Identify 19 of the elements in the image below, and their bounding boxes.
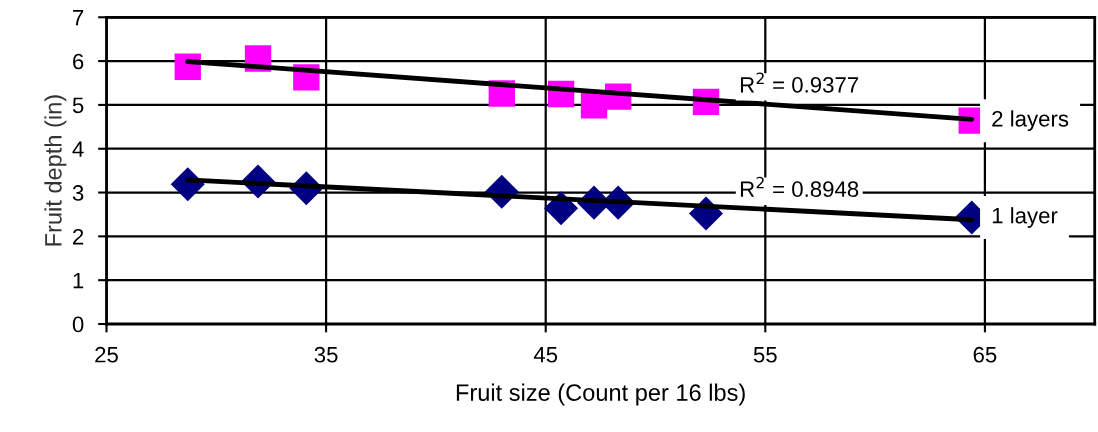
y-tick-label: 3	[72, 185, 84, 201]
x-tick-label: 65	[973, 346, 997, 363]
y-tick-label: 4	[72, 141, 84, 157]
y-tick-label: 2	[73, 228, 84, 245]
x-tick-label: 55	[753, 347, 777, 363]
y-tick-label: 1	[73, 272, 84, 289]
series-label: 2 layers	[992, 110, 1069, 132]
annotation: R$^{2}$ = 0.8948	[740, 176, 859, 198]
series-label: 1 layer	[992, 207, 1058, 228]
x-axis-title: Fruit size (Count per 16 lbs)	[456, 383, 745, 406]
x-tick-label: 45	[533, 347, 558, 363]
y-tick-label: 6	[73, 53, 84, 70]
annotation: R$^{2}$ = 0.9377	[740, 72, 859, 93]
y-tick-label: 0	[72, 316, 84, 333]
y-tick-label: 7	[73, 10, 84, 26]
x-tick-label: 35	[314, 346, 338, 363]
y-tick-label: 5	[72, 97, 84, 114]
y-axis-title: Fruit depth (in)	[44, 95, 67, 246]
x-tick-label: 25	[95, 346, 118, 363]
